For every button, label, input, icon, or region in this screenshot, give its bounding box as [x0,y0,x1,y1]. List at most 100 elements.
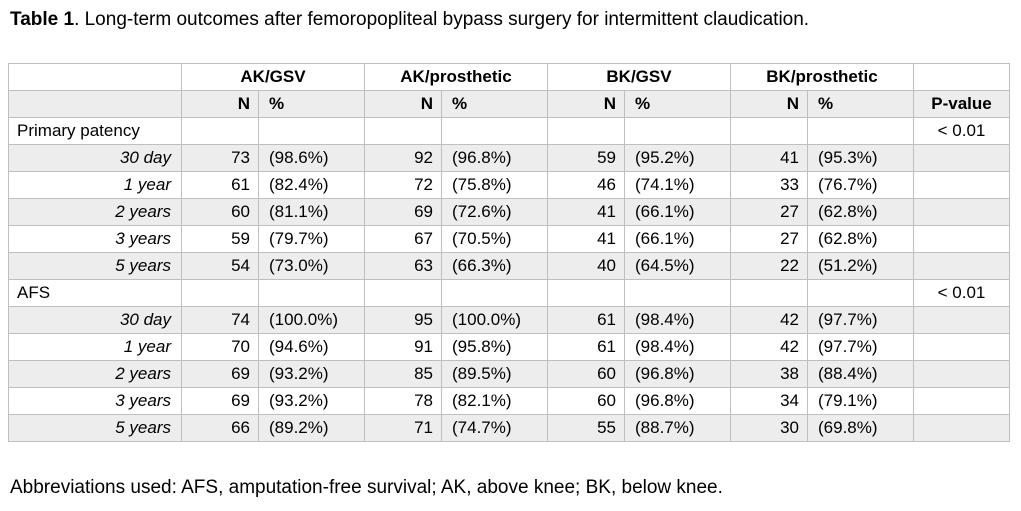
pct-cell: (64.5%) [624,252,731,280]
section-label: AFS [8,279,182,307]
group-header: AK/prosthetic [364,63,548,91]
n-cell: 67 [364,225,442,253]
pvalue-header: P-value [913,90,1010,118]
outcomes-table: AK/GSV AK/prosthetic BK/GSV BK/prostheti… [8,63,1010,442]
timepoint-label: 30 day [8,144,182,172]
n-header: N [364,90,442,118]
table-row: 5 years 66 (89.2%) 71 (74.7%) 55 (88.7%) 30 (69.… [8,414,1010,442]
empty-cell [730,279,808,307]
n-cell: 61 [181,171,259,199]
empty-cell [807,117,914,145]
pct-cell: (66.1%) [624,225,731,253]
group-header: BK/GSV [547,63,731,91]
empty-cell [913,225,1010,253]
n-cell: 54 [181,252,259,280]
pct-cell: (66.3%) [441,252,548,280]
n-cell: 42 [730,333,808,361]
timepoint-label: 30 day [8,306,182,334]
section-row: Primary patency < 0.01 [8,117,1010,145]
pct-header: % [441,90,548,118]
n-cell: 27 [730,198,808,226]
n-cell: 74 [181,306,259,334]
pct-cell: (93.2%) [258,387,365,415]
group-header-row: AK/GSV AK/prosthetic BK/GSV BK/prostheti… [8,63,1010,91]
pct-cell: (74.7%) [441,414,548,442]
empty-cell [364,279,442,307]
n-cell: 60 [547,360,625,388]
timepoint-label: 1 year [8,333,182,361]
pct-cell: (97.7%) [807,306,914,334]
n-cell: 41 [730,144,808,172]
group-header: AK/GSV [181,63,365,91]
empty-cell [913,252,1010,280]
table-row: 30 day 74 (100.0%) 95 (100.0%) 61 (98.4%) 42 (97… [8,306,1010,334]
pct-cell: (98.4%) [624,333,731,361]
n-cell: 91 [364,333,442,361]
n-cell: 66 [181,414,259,442]
table-row: 5 years 54 (73.0%) 63 (66.3%) 40 (64.5%) 22 (51.… [8,252,1010,280]
pct-cell: (72.6%) [441,198,548,226]
n-cell: 38 [730,360,808,388]
pct-cell: (75.8%) [441,171,548,199]
pct-cell: (74.1%) [624,171,731,199]
pct-header: % [258,90,365,118]
empty-cell [913,333,1010,361]
n-cell: 34 [730,387,808,415]
empty-cell [913,387,1010,415]
pvalue-cell: < 0.01 [913,279,1010,307]
abbreviations-note: Abbreviations used: AFS, amputation-free… [10,477,723,498]
n-cell: 59 [181,225,259,253]
pct-cell: (51.2%) [807,252,914,280]
pct-cell: (96.8%) [441,144,548,172]
empty-cell [258,279,365,307]
pct-header: % [807,90,914,118]
pct-cell: (89.2%) [258,414,365,442]
table-row: 1 year 70 (94.6%) 91 (95.8%) 61 (98.4%) 42 (97.7… [8,333,1010,361]
n-cell: 40 [547,252,625,280]
empty-cell [913,144,1010,172]
n-header: N [547,90,625,118]
pct-cell: (95.2%) [624,144,731,172]
subheader-row: N % N % N % N % P-value [8,90,1010,118]
n-cell: 27 [730,225,808,253]
table-title: . Long-term outcomes after femoropoplite… [74,9,810,30]
table-row: 3 years 59 (79.7%) 67 (70.5%) 41 (66.1%) 27 (62.… [8,225,1010,253]
empty-cell [913,414,1010,442]
n-cell: 69 [364,198,442,226]
empty-cell [624,279,731,307]
section-label: Primary patency [8,117,182,145]
empty-cell [547,117,625,145]
pct-cell: (66.1%) [624,198,731,226]
pct-cell: (89.5%) [441,360,548,388]
section-row: AFS < 0.01 [8,279,1010,307]
n-cell: 85 [364,360,442,388]
table-caption: Table 1. Long-term outcomes after femoro… [10,9,809,31]
empty-cell [547,279,625,307]
table-row: 30 day 73 (98.6%) 92 (96.8%) 59 (95.2%) 41 (95.3… [8,144,1010,172]
empty-cell [730,117,808,145]
n-cell: 63 [364,252,442,280]
n-cell: 92 [364,144,442,172]
empty-cell [441,279,548,307]
pct-cell: (62.8%) [807,198,914,226]
table-row: 2 years 69 (93.2%) 85 (89.5%) 60 (96.8%) 38 (88.… [8,360,1010,388]
n-cell: 33 [730,171,808,199]
n-header: N [730,90,808,118]
pct-cell: (82.1%) [441,387,548,415]
pct-cell: (96.8%) [624,360,731,388]
n-cell: 59 [547,144,625,172]
empty-cell [624,117,731,145]
pct-cell: (95.3%) [807,144,914,172]
timepoint-label: 5 years [8,414,182,442]
timepoint-label: 1 year [8,171,182,199]
pct-cell: (94.6%) [258,333,365,361]
n-cell: 61 [547,333,625,361]
timepoint-label: 3 years [8,387,182,415]
n-cell: 60 [181,198,259,226]
group-header: BK/prosthetic [730,63,914,91]
empty-cell [181,117,259,145]
n-cell: 95 [364,306,442,334]
pct-cell: (88.4%) [807,360,914,388]
empty-cell [181,279,259,307]
pct-cell: (82.4%) [258,171,365,199]
